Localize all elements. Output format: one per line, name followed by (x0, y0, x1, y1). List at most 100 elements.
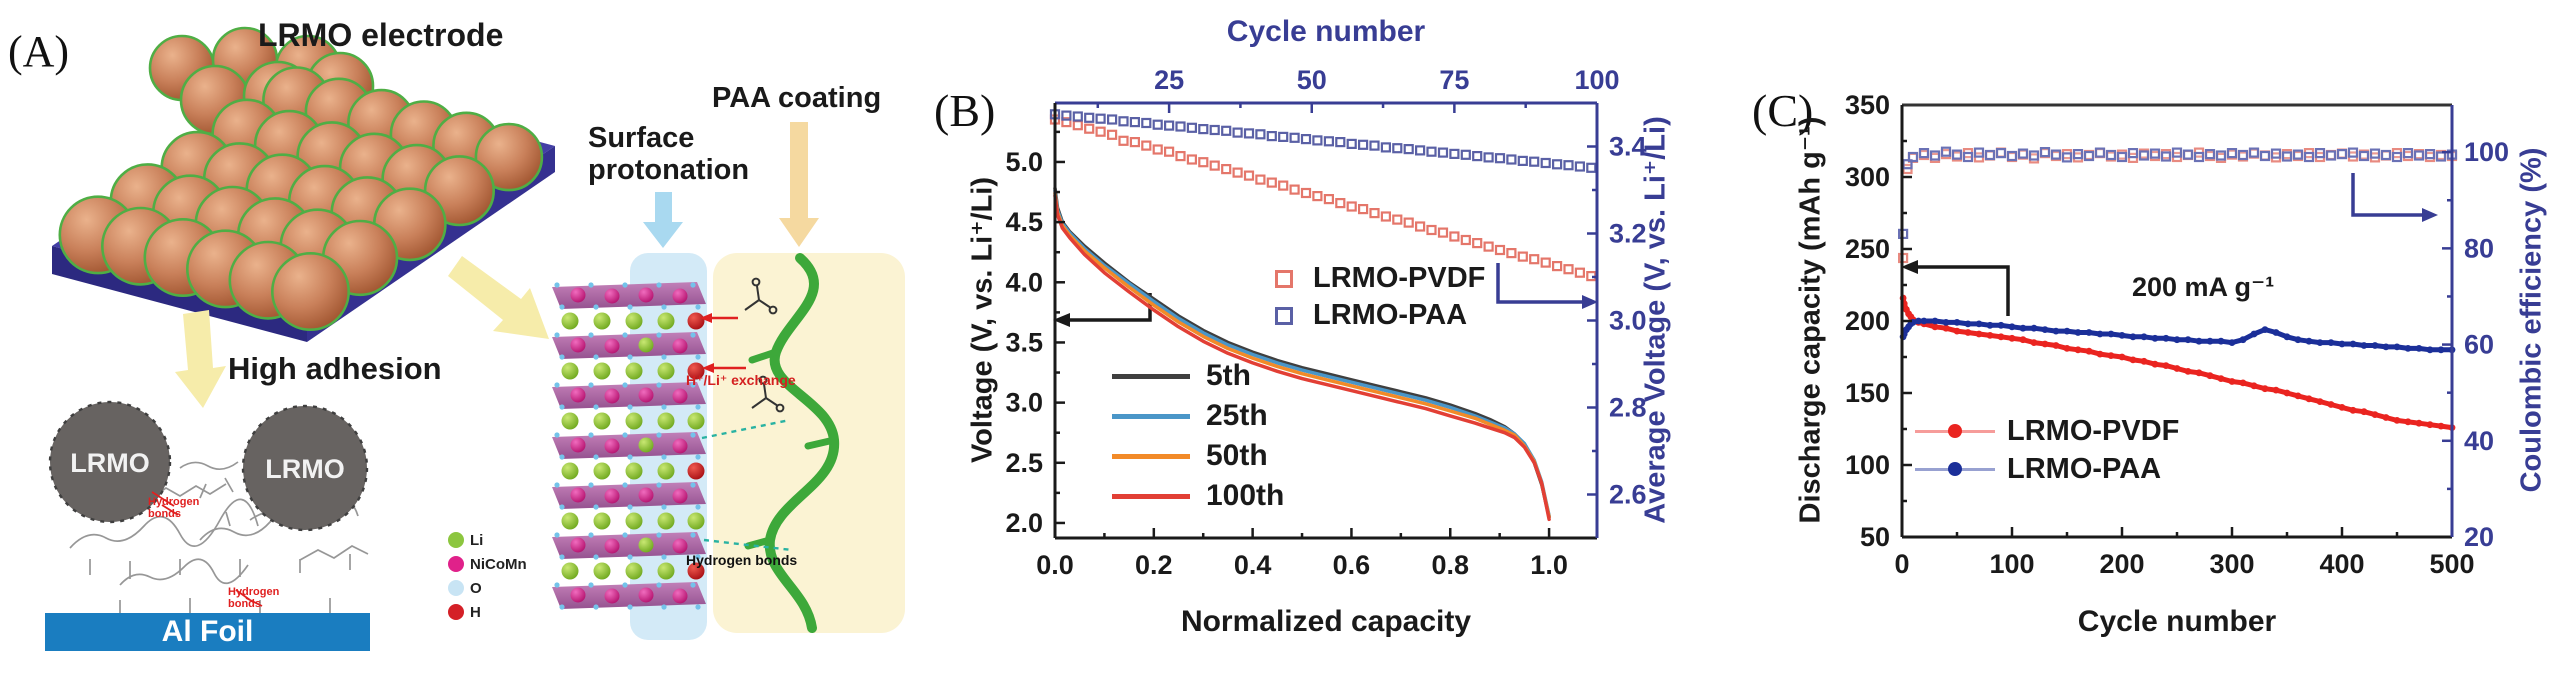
scatter-point-LRMO-PVDF (1209, 160, 1220, 171)
bottom-tick-label: 0.4 (1234, 550, 1272, 580)
legend-item-H: H (448, 600, 527, 624)
oxygen-dot-icon (627, 404, 633, 410)
bottom-tick-label: 0.6 (1333, 550, 1371, 580)
oxygen-dot-icon (622, 532, 628, 538)
top-tick-label: 100 (1574, 65, 1619, 95)
series-dot-LRMO-PAA (1975, 320, 1983, 328)
scatter-point-LRMO-PAA (1335, 137, 1346, 148)
series-dot-LRMO-PVDF (2085, 347, 2093, 355)
scatter-point-LRMO-PAA (1426, 146, 1437, 157)
series-dot-LRMO-PVDF (2283, 389, 2291, 397)
legend-item-LRMO-PVDF: LRMO-PVDF (1275, 260, 1485, 297)
top-tick-label: 75 (1439, 65, 1469, 95)
series-dot-LRMO-PVDF (2019, 336, 2027, 344)
scatter-point-LRMO-PAA-CE (2215, 150, 2227, 161)
series-dot-LRMO-PAA (2415, 345, 2423, 352)
oxygen-dot-icon (661, 604, 667, 610)
scatter-point-LRMO-PAA-CE (2006, 150, 2018, 162)
legend-item-LRMO-PAA: LRMO-PAA (1915, 450, 2179, 488)
left-tick-label: 3.5 (1005, 327, 1043, 357)
legend-label: H (470, 603, 481, 621)
series-dot-LRMO-PAA (2338, 340, 2346, 348)
series-dot-LRMO-PVDF (2382, 414, 2390, 421)
electrode-title: LRMO electrode (258, 17, 504, 53)
series-dot-LRMO-PAA (2239, 336, 2247, 344)
oxygen-dot-icon (588, 582, 594, 588)
series-dot-LRMO-PVDF (2228, 378, 2236, 385)
slab-atom-icon (672, 338, 688, 354)
scatter-point-LRMO-PAA (1517, 155, 1528, 166)
c-bottom-axis-title: Cycle number (2077, 605, 2277, 638)
scatter-point-LRMO-PAA-CE (2424, 149, 2436, 160)
series-dot-LRMO-PVDF (2217, 375, 2225, 382)
slab-atom-icon (672, 288, 688, 304)
oxygen-dot-icon (661, 304, 667, 310)
legend-item-50th: 50th (1112, 436, 1284, 476)
hydrogen-bond-dashed-icon (701, 418, 793, 552)
oxygen-dot-icon (661, 504, 667, 510)
right-tick-label: 2.6 (1609, 480, 1647, 510)
legend-label: Li (470, 531, 484, 549)
oxygen-dot-icon (695, 304, 701, 310)
series-dot-LRMO-PAA (2052, 327, 2060, 335)
left-tick-label: 100 (1845, 450, 1890, 480)
scatter-point-LRMO-PAA-CE (1907, 151, 1919, 163)
scatter-point-LRMO-PAA-CE (2050, 149, 2062, 160)
li-atom-icon (561, 362, 579, 380)
slab-atom-icon (672, 388, 688, 404)
li-atom-icon (593, 462, 611, 480)
scatter-point-LRMO-PVDF (1164, 146, 1175, 157)
scatter-point-LRMO-PAA-CE (2138, 150, 2150, 161)
series-dot-LRMO-PVDF (1975, 330, 1983, 338)
series-dot-LRMO-PVDF (2107, 352, 2115, 359)
oxygen-dot-icon (690, 532, 696, 538)
oxygen-dot-icon (690, 332, 696, 338)
oxygen-dot-icon (627, 504, 633, 510)
carboxylate-group-icon (744, 277, 785, 413)
scatter-point-LRMO-PAA-CE (1984, 149, 1996, 161)
top-tick-label: 25 (1154, 65, 1184, 95)
scatter-point-LRMO-PAA (1358, 139, 1369, 150)
line-swatch-icon (1112, 453, 1190, 459)
series-dot-LRMO-PAA (2305, 337, 2313, 345)
b-bottom-axis-title: Normalized capacity (1180, 605, 1472, 638)
metal-oxide-slab-icon (552, 332, 706, 359)
bottom-tick-label: 0.0 (1036, 550, 1074, 580)
legend-label: 50th (1206, 439, 1268, 472)
scatter-point-LRMO-PVDF (1460, 234, 1471, 246)
protonation-arrow-icon (643, 192, 683, 248)
scatter-point-LRMO-PVDF (1574, 267, 1586, 278)
left-tick-label: 150 (1845, 378, 1890, 408)
bottom-tick-label: 300 (2209, 549, 2254, 579)
scatter-point-LRMO-PAA-CE (1940, 146, 1952, 157)
series-dot-LRMO-PAA (2349, 340, 2357, 348)
scatter-point-LRMO-PAA-CE (2127, 148, 2139, 159)
slab-atom-icon (604, 288, 620, 304)
oxygen-dot-icon (627, 554, 633, 560)
scatter-point-LRMO-PAA-CE (2281, 151, 2293, 162)
oxygen-dot-icon (588, 332, 594, 338)
slab-atom-icon (570, 337, 586, 353)
scatter-point-LRMO-PVDF (1426, 224, 1437, 236)
scatter-point-LRMO-PAA (1255, 129, 1266, 140)
oxygen-dot-icon (690, 382, 696, 388)
paa-coating-label: PAA coating (712, 82, 882, 114)
slab-atom-icon (570, 387, 586, 403)
slab-atom-icon (672, 438, 688, 454)
series-dot-LRMO-PVDF (2096, 350, 2104, 358)
slab-atom-icon (570, 537, 586, 553)
scatter-point-LRMO-PAA-CE (1995, 148, 2007, 159)
b-line-legend: 5th 25th 50th 100th (1112, 356, 1284, 516)
slab-atom-icon (604, 338, 620, 354)
series-dot-LRMO-PAA (2382, 343, 2390, 351)
series-dot-LRMO-PAA (2074, 329, 2082, 336)
series-dot-LRMO-PVDF (2261, 385, 2269, 393)
series-dot-LRMO-PVDF (2129, 356, 2137, 364)
right-axis-pointer-arrow-icon (2351, 173, 2438, 222)
slab-atom-icon (638, 287, 654, 303)
series-dot-LRMO-PAA (2217, 337, 2225, 345)
scatter-point-LRMO-PVDF (1506, 248, 1517, 259)
li-atom-icon (657, 512, 675, 530)
li-atom-icon (657, 412, 675, 430)
scatter-point-LRMO-PAA-CE (2193, 151, 2205, 163)
